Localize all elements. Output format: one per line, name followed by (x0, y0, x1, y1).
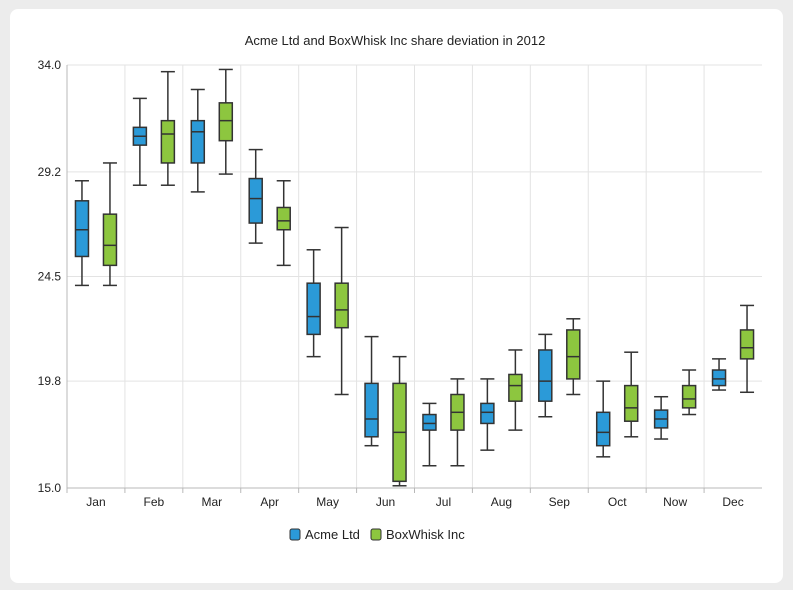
box-boxwhisk-incapr[interactable] (276, 180, 291, 267)
box-body[interactable] (538, 349, 553, 402)
box-acme-ltdmar[interactable] (190, 88, 206, 193)
box-body[interactable] (595, 411, 611, 447)
legend-item-boxwhisk-inc[interactable]: BoxWhisk Inc (370, 527, 465, 542)
box-body[interactable] (102, 213, 118, 267)
box-body[interactable] (160, 119, 176, 164)
box-body[interactable] (480, 402, 495, 425)
x-tick-label: Jun (376, 495, 395, 509)
box-body[interactable] (711, 369, 727, 387)
x-tick-label: Dec (722, 495, 743, 509)
box-body[interactable] (218, 102, 234, 142)
y-tick-label: 15.0 (38, 481, 62, 495)
x-tick-label: Mar (201, 495, 222, 509)
box-acme-ltdaug[interactable] (480, 378, 495, 451)
box-acme-ltdjan[interactable] (74, 180, 90, 287)
legend-item-acme-ltd[interactable]: Acme Ltd (289, 527, 360, 542)
y-tick-label: 29.2 (38, 165, 62, 179)
box-acme-ltdapr[interactable] (248, 148, 263, 244)
box-body[interactable] (508, 373, 523, 402)
box-body[interactable] (190, 119, 206, 164)
chart-title: Acme Ltd and BoxWhisk Inc share deviatio… (245, 33, 546, 48)
x-tick-label: Jul (436, 495, 451, 509)
x-tick-label: Sep (549, 495, 571, 509)
y-tick-label: 19.8 (38, 374, 62, 388)
box-body[interactable] (364, 382, 379, 438)
x-tick-label: Apr (260, 495, 279, 509)
box-boxwhisk-incmay[interactable] (334, 226, 349, 396)
x-tick-label: Now (663, 495, 687, 509)
x-tick-label: Feb (144, 495, 165, 509)
box-boxwhisk-incjan[interactable] (102, 162, 118, 287)
box-boxwhisk-incjun[interactable] (392, 355, 407, 487)
box-acme-ltdjul[interactable] (422, 402, 437, 467)
box-boxwhisk-incmar[interactable] (218, 68, 234, 175)
box-body[interactable] (248, 177, 263, 224)
legend[interactable]: Acme Ltd BoxWhisk Inc (289, 527, 465, 542)
box-body[interactable] (74, 200, 90, 258)
box-body[interactable] (566, 329, 581, 380)
box-body[interactable] (306, 282, 321, 336)
box-acme-ltdnow[interactable] (653, 395, 669, 440)
x-tick-label: Jan (86, 495, 105, 509)
box-body[interactable] (422, 413, 437, 431)
box-body[interactable] (739, 329, 755, 360)
legend-label: Acme Ltd (305, 527, 360, 542)
grid (67, 64, 762, 489)
box-acme-ltdmay[interactable] (306, 249, 321, 358)
legend-swatch (370, 528, 382, 541)
boxplot-chart: Acme Ltd and BoxWhisk Inc share deviatio… (38, 33, 762, 542)
box-body[interactable] (276, 206, 291, 231)
box-body[interactable] (623, 384, 639, 422)
box-series (74, 68, 755, 487)
box-boxwhisk-incaug[interactable] (508, 349, 523, 431)
box-body[interactable] (681, 384, 697, 409)
legend-label: BoxWhisk Inc (386, 527, 465, 542)
box-boxwhisk-incfeb[interactable] (160, 70, 176, 186)
box-boxwhisk-incoct[interactable] (623, 351, 639, 438)
box-acme-ltdoct[interactable] (595, 380, 611, 458)
box-boxwhisk-incsep[interactable] (566, 318, 581, 396)
box-acme-ltdjun[interactable] (364, 335, 379, 447)
box-acme-ltdsep[interactable] (538, 333, 553, 418)
box-boxwhisk-incnow[interactable] (681, 369, 697, 416)
box-boxwhisk-incdec[interactable] (739, 304, 755, 394)
legend-swatch (289, 528, 301, 541)
box-boxwhisk-incjul[interactable] (450, 378, 465, 467)
box-acme-ltddec[interactable] (711, 358, 727, 391)
box-acme-ltdfeb[interactable] (132, 97, 148, 186)
axes: 15.0 19.8 24.5 29.2 34.0 Jan Feb Mar Apr May Jun Ju… (38, 58, 762, 509)
x-tick-label: Oct (608, 495, 627, 509)
chart-card: Acme Ltd and BoxWhisk Inc share deviatio… (10, 9, 783, 583)
y-tick-label: 34.0 (38, 58, 62, 72)
y-tick-label: 24.5 (38, 270, 62, 284)
x-tick-label: May (316, 495, 339, 509)
box-body[interactable] (334, 282, 349, 329)
x-tick-label: Aug (491, 495, 512, 509)
